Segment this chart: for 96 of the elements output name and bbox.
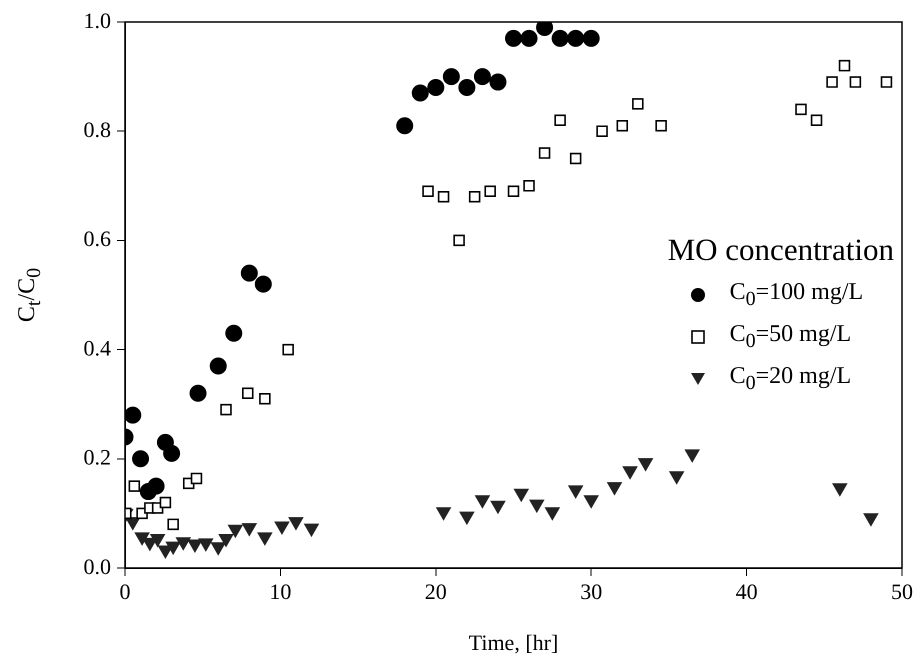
point: [190, 384, 207, 402]
point: [148, 478, 165, 495]
point: [282, 344, 294, 356]
point: [218, 534, 234, 548]
point: [520, 30, 538, 47]
point: [210, 357, 227, 374]
point: [616, 120, 628, 132]
legend-title: MO concentration: [668, 232, 894, 268]
x-tick-label: 30: [580, 578, 602, 604]
point: [150, 534, 166, 548]
y-tick-label: 1.0: [84, 8, 111, 33]
point: [474, 495, 490, 508]
point: [810, 114, 822, 126]
point: [242, 388, 254, 400]
x-tick-label: 40: [736, 578, 758, 604]
x-tick-label: 0: [120, 578, 130, 604]
point: [484, 186, 496, 198]
point: [458, 79, 476, 96]
point: [396, 117, 414, 134]
point: [412, 84, 429, 102]
point: [459, 512, 474, 525]
point: [210, 542, 226, 556]
point: [568, 485, 584, 498]
point: [453, 234, 465, 246]
point: [190, 472, 202, 484]
point: [228, 524, 243, 538]
y-tick-label: 0.8: [84, 116, 111, 142]
point: [638, 458, 654, 472]
point: [160, 496, 172, 508]
point: [826, 76, 838, 88]
point: [850, 76, 862, 88]
point: [242, 523, 257, 536]
point: [422, 186, 434, 198]
point: [505, 30, 522, 47]
point: [257, 532, 272, 546]
point: [220, 404, 232, 416]
point: [523, 180, 535, 192]
point: [669, 471, 684, 484]
y-tick-label: 0.4: [84, 335, 111, 360]
point: [225, 324, 242, 342]
point: [176, 537, 191, 550]
point: [529, 500, 544, 513]
point: [570, 152, 582, 164]
point: [468, 190, 480, 202]
point: [163, 444, 180, 462]
point: [166, 542, 181, 555]
legend-label: C$_{0}$=100 mg/L: [730, 279, 864, 311]
point: [584, 495, 599, 508]
point: [838, 60, 850, 72]
point: [795, 104, 807, 116]
point: [655, 120, 667, 132]
point: [134, 532, 150, 546]
point: [259, 392, 271, 404]
point: [622, 466, 638, 480]
legend-label: C$_{0}$=20 mg/L: [730, 363, 852, 395]
point: [490, 500, 506, 514]
point: [474, 68, 491, 86]
y-tick-label: 0.2: [84, 444, 111, 470]
point: [607, 482, 622, 496]
x-axis-title: Time, [hr]: [468, 630, 560, 656]
point: [596, 125, 608, 137]
x-tick-label: 10: [269, 578, 292, 604]
point: [489, 74, 506, 91]
point: [427, 79, 444, 96]
point: [240, 264, 258, 282]
point: [438, 190, 450, 202]
point: [880, 76, 892, 88]
point: [436, 507, 451, 520]
y-tick-label: 0.0: [84, 554, 111, 579]
point: [554, 114, 566, 126]
point: [167, 518, 179, 530]
point: [552, 30, 569, 47]
point: [132, 450, 150, 468]
point: [274, 521, 290, 534]
point: [304, 524, 319, 537]
point: [128, 480, 140, 492]
point: [288, 517, 304, 530]
point: [863, 513, 878, 526]
legend-label: C$_{0}$=50 mg/L: [730, 321, 852, 353]
point: [832, 483, 848, 496]
point: [125, 406, 142, 424]
point: [567, 30, 584, 47]
point: [632, 98, 644, 110]
point: [544, 507, 560, 520]
point: [514, 488, 529, 502]
point: [508, 186, 520, 198]
y-tick-label: 0.6: [84, 226, 111, 252]
point: [442, 68, 460, 86]
point: [254, 276, 272, 293]
point: [582, 30, 600, 47]
point: [198, 538, 214, 552]
x-tick-label: 50: [891, 578, 913, 604]
point: [684, 449, 700, 462]
point: [188, 539, 202, 552]
point: [538, 147, 550, 159]
x-tick-label: 20: [424, 578, 447, 604]
